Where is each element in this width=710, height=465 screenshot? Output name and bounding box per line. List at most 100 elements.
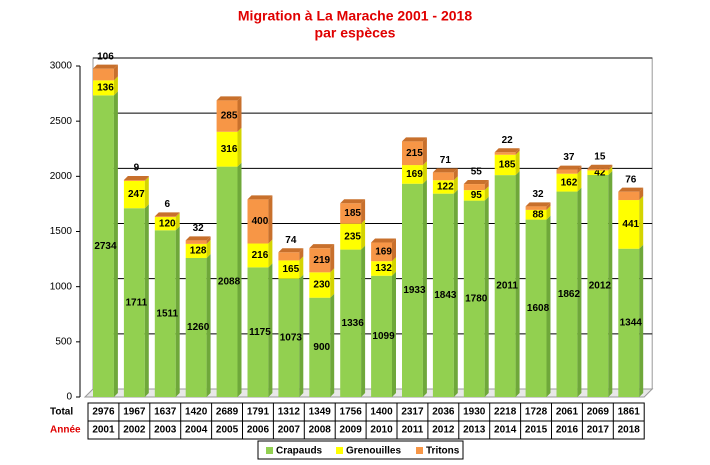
legend-swatch — [266, 447, 273, 454]
bar-side — [268, 239, 273, 268]
bar-side — [453, 189, 458, 397]
total-label: 1349 — [309, 407, 332, 418]
bar-segment — [618, 200, 640, 249]
data-label: 71 — [440, 155, 452, 166]
bar-segment — [494, 175, 516, 397]
bar-side — [175, 213, 180, 231]
data-label: 216 — [252, 250, 269, 261]
total-label: 2069 — [587, 407, 610, 418]
data-label: 1933 — [403, 285, 426, 296]
data-label: 400 — [252, 216, 269, 227]
bar-segment — [618, 248, 640, 397]
row-label: Année — [50, 425, 81, 436]
bar-segment — [371, 242, 392, 262]
data-label: 900 — [313, 342, 330, 353]
total-label: 1420 — [185, 407, 208, 418]
x-tick-label: 2012 — [432, 425, 455, 436]
x-tick-label: 2002 — [123, 425, 146, 436]
data-label: 32 — [532, 189, 544, 200]
bar-segment — [494, 154, 516, 176]
data-label: 1073 — [280, 332, 303, 343]
data-label: 76 — [625, 174, 637, 185]
data-label: 2734 — [94, 241, 117, 252]
legend-swatch — [336, 447, 343, 454]
bar-side — [515, 171, 520, 397]
bar-side — [392, 271, 396, 397]
bar-side — [608, 166, 613, 176]
bar-top — [278, 248, 304, 253]
bar-segment — [402, 141, 423, 166]
bar-segment — [309, 248, 331, 273]
bar-side — [206, 236, 211, 244]
bar-segment — [525, 219, 547, 397]
bar-segment — [278, 260, 300, 279]
data-label: 132 — [375, 263, 392, 274]
chart-title: Migration à La Marache 2001 - 2018 — [238, 8, 472, 24]
bar-segment — [309, 297, 331, 397]
total-label: 1756 — [340, 407, 363, 418]
bar-side — [299, 274, 304, 397]
data-label: 2011 — [496, 281, 518, 292]
data-label: 215 — [406, 148, 423, 159]
bar-segment — [402, 183, 423, 397]
legend-swatch — [416, 447, 423, 454]
bar-top — [309, 244, 335, 249]
total-label: 1728 — [525, 407, 548, 418]
bar-side — [422, 137, 427, 166]
total-label: 1791 — [247, 407, 270, 418]
bar-segment — [247, 199, 269, 244]
bar-side — [392, 238, 396, 262]
bar-segment — [525, 206, 547, 210]
total-label: 2036 — [432, 407, 455, 418]
bar-segment — [93, 95, 114, 397]
data-label: 1862 — [558, 289, 581, 300]
data-label: 6 — [164, 199, 170, 210]
data-label: 55 — [471, 167, 483, 178]
bar-side — [546, 205, 551, 220]
total-label: 2689 — [216, 407, 239, 418]
data-label: 185 — [499, 160, 516, 171]
bar-side — [453, 176, 458, 194]
y-tick-label: 2000 — [50, 171, 73, 182]
bar-side — [330, 293, 335, 397]
data-label: 2088 — [218, 276, 241, 287]
data-label: 1511 — [156, 308, 178, 319]
x-tick-label: 2011 — [402, 425, 424, 436]
data-label: 169 — [406, 169, 423, 180]
bar-side — [577, 187, 582, 397]
data-label: 1260 — [187, 322, 210, 333]
bar-top — [525, 202, 551, 207]
bar-segment — [154, 217, 176, 231]
data-label: 1336 — [342, 318, 365, 329]
data-label: 235 — [344, 231, 361, 242]
bar-side — [113, 64, 118, 81]
data-label: 219 — [313, 255, 330, 266]
bar-segment — [185, 257, 207, 397]
bar-top — [123, 175, 149, 180]
bar-segment — [216, 166, 238, 397]
y-tick-label: 500 — [55, 336, 72, 347]
bar-top — [556, 165, 582, 170]
bar-side — [330, 268, 335, 298]
data-label: 247 — [128, 189, 145, 200]
bar-segment — [247, 243, 269, 268]
total-label: 1400 — [370, 407, 393, 418]
bar-side — [299, 248, 304, 261]
legend-label: Grenouilles — [346, 446, 401, 457]
x-tick-label: 2006 — [247, 425, 270, 436]
total-label: 1637 — [154, 407, 177, 418]
bar-segment — [123, 179, 145, 181]
bar-side — [206, 253, 211, 397]
x-tick-label: 2009 — [340, 425, 363, 436]
total-label: 1967 — [123, 407, 146, 418]
data-label: 1344 — [620, 317, 643, 328]
bar-side — [392, 257, 396, 276]
data-label: 1780 — [465, 293, 488, 304]
bar-segment — [154, 216, 176, 218]
row-label: Total — [50, 407, 73, 418]
bar-segment — [216, 100, 238, 132]
data-label: 316 — [221, 144, 238, 155]
x-tick-label: 2008 — [309, 425, 332, 436]
bar-segment — [278, 278, 300, 397]
